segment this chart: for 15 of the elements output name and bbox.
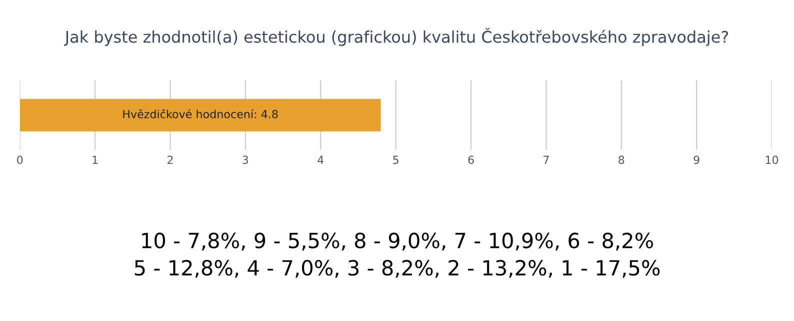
chart-title: Jak byste zhodnotil(a) estetickou (grafickou) kvalitu Českotřebovského zpravodaje? <box>64 28 728 46</box>
x-tick-label: 8 <box>618 156 624 164</box>
x-tick-label: 1 <box>92 156 98 164</box>
x-tick-label: 4 <box>318 156 324 164</box>
text: 5 - 12,8%, 4 - 7,0%, 3 - 8,2%, 2 - 13,2%, 1 - 17,5% <box>134 260 660 278</box>
x-tick-label: 7 <box>544 156 549 164</box>
x-tick-label: 9 <box>694 156 700 164</box>
x-tick-label: 10 <box>766 156 778 164</box>
x-tick-label: 0 <box>17 156 23 164</box>
data-label: Hvězdičkové hodnocení: 4.8 <box>123 109 278 118</box>
text: 10 - 7,8%, 9 - 5,5%, 8 - 9,0%, 7 - 10,9%, 6 - 8,2% <box>142 232 653 251</box>
x-tick-label: 6 <box>468 156 474 164</box>
x-tick-label: 3 <box>242 156 248 164</box>
x-tick-label: 2 <box>168 156 173 164</box>
x-tick-label: 5 <box>393 156 398 164</box>
